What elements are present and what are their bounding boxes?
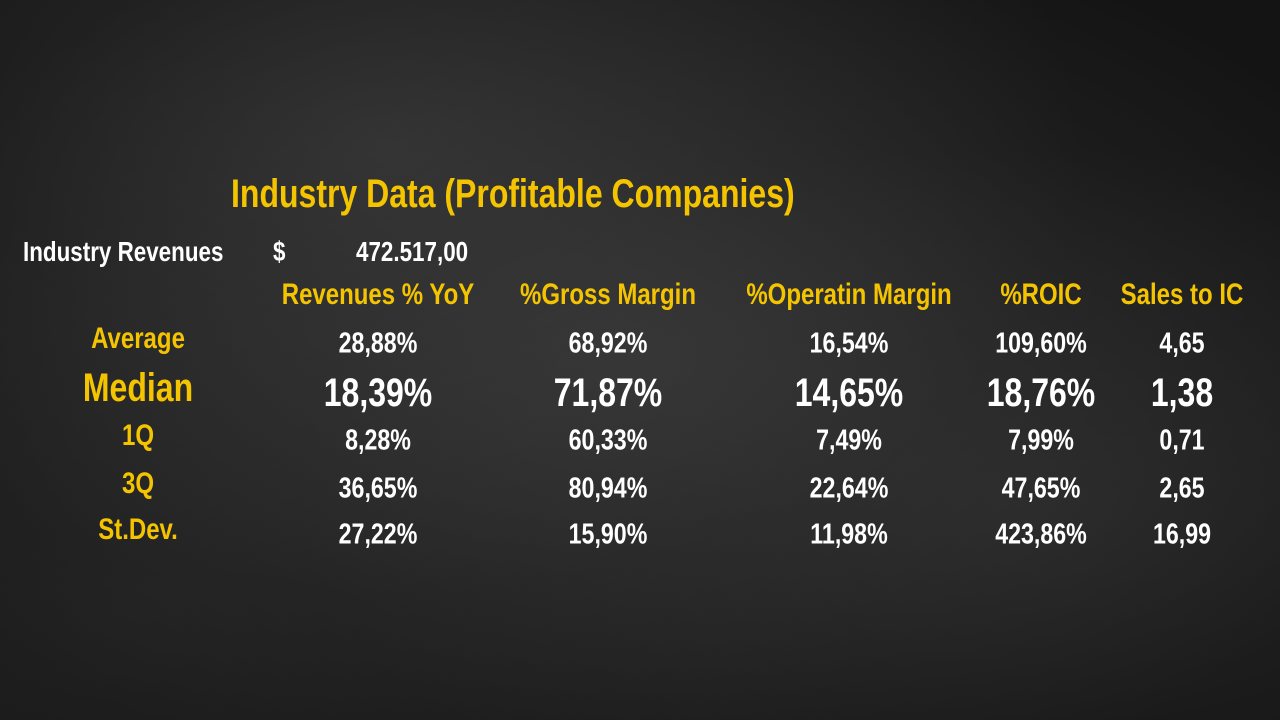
cell: 11,98% xyxy=(810,518,888,551)
title: Industry Data (Profitable Companies) xyxy=(231,172,795,216)
cell: 36,65% xyxy=(338,472,418,505)
row-label: St.Dev. xyxy=(98,513,178,546)
row-label: Median xyxy=(82,366,194,410)
cell: 14,65% xyxy=(794,371,904,415)
column-header: Revenues % YoY xyxy=(281,278,475,311)
column-header: %Operatin Margin xyxy=(746,278,952,311)
cell: 7,49% xyxy=(816,424,882,457)
cell: 28,88% xyxy=(338,327,418,360)
cell: 4,65 xyxy=(1159,327,1205,360)
cell: 18,39% xyxy=(323,371,433,415)
cell: 80,94% xyxy=(568,472,648,505)
column-header: %ROIC xyxy=(1000,278,1082,311)
cell: 7,99% xyxy=(1008,424,1074,457)
currency: $ xyxy=(273,236,286,267)
cell: 1,38 xyxy=(1150,371,1214,415)
cell: 16,54% xyxy=(809,327,889,360)
cell: 22,64% xyxy=(809,472,889,505)
row-label: Average xyxy=(91,322,185,355)
cell: 47,65% xyxy=(1001,472,1081,505)
column-header: %Gross Margin xyxy=(519,278,697,311)
cell: 109,60% xyxy=(995,327,1087,360)
cell: 423,86% xyxy=(995,518,1087,551)
cell: 8,28% xyxy=(345,424,411,457)
cell: 16,99 xyxy=(1152,518,1212,551)
column-header: Sales to IC xyxy=(1120,278,1244,311)
cell: 60,33% xyxy=(568,424,648,457)
cell: 0,71 xyxy=(1159,424,1205,457)
cell: 71,87% xyxy=(553,371,663,415)
cell: 15,90% xyxy=(568,518,648,551)
cell: 2,65 xyxy=(1159,472,1205,505)
row-label: 1Q xyxy=(121,419,155,452)
cell: 27,22% xyxy=(338,518,418,551)
cell: 18,76% xyxy=(986,371,1096,415)
cell: 68,92% xyxy=(568,327,648,360)
row-label: 3Q xyxy=(121,467,155,500)
revenues-amount: 472.517,00 xyxy=(356,236,469,267)
revenues-label: Industry Revenues xyxy=(23,236,224,267)
